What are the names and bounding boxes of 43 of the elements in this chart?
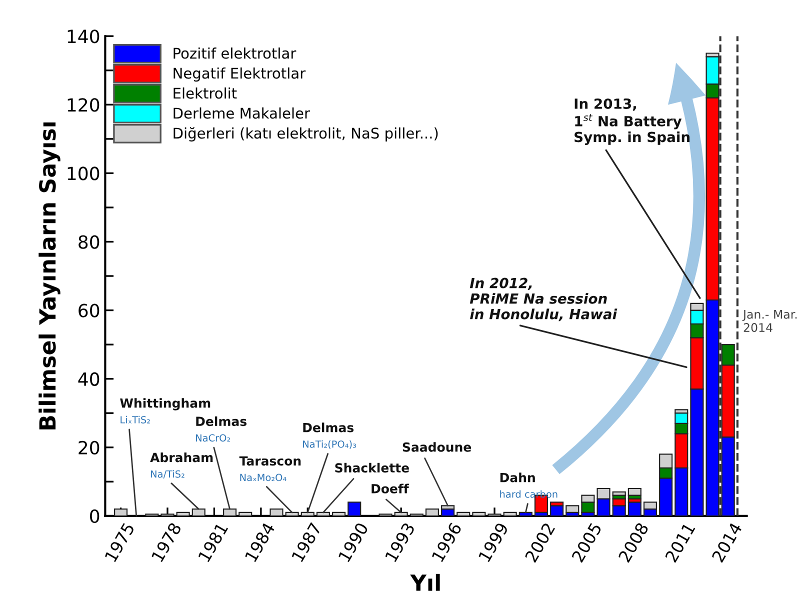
bar	[223, 508, 237, 516]
y-tick-label: 0	[90, 509, 100, 524]
y-axis-title: Bilimsel Yayınların Sayısı	[38, 122, 60, 430]
bar	[612, 491, 626, 496]
annotation: Doeff	[372, 484, 409, 494]
y-tick-label: 100	[68, 166, 100, 180]
y-tick-label: 60	[78, 304, 100, 318]
annotation: Shacklette	[335, 462, 409, 473]
annotation: In 2012, PRiME Na session in Honolulu, Hawai	[470, 278, 618, 322]
annotation: Dahn	[500, 472, 535, 482]
legend-label: Diğerleri (katı elektrolit, NaS piller...)	[174, 127, 438, 142]
annotation: Tarascon	[239, 456, 301, 466]
legend-label: Pozitif elektrotlar	[174, 47, 296, 59]
bar	[425, 508, 440, 516]
annotation: hard carbon	[500, 490, 558, 498]
y-tick-label: 40	[78, 372, 100, 386]
legend-label: Derleme Makaleler	[174, 107, 310, 119]
bar	[628, 488, 642, 496]
y-tick-label: 140	[68, 30, 100, 44]
annotation: Na/TiS₂	[150, 470, 184, 478]
bar	[114, 508, 128, 516]
y-tick-label: 120	[68, 98, 100, 112]
bar	[628, 502, 642, 516]
annotation: LiₓTiS₂	[120, 416, 150, 424]
annotation: NaCrO₂	[196, 434, 230, 442]
y-tick-label: 20	[78, 440, 100, 454]
y-tick-label: 80	[78, 235, 100, 249]
x-axis-title: Yıl	[410, 574, 440, 591]
legend-label: Elektrolit	[174, 87, 237, 99]
annotation: Whittingham	[120, 398, 210, 410]
annotation: Abraham	[150, 452, 213, 462]
bar	[270, 508, 284, 516]
bar	[348, 502, 362, 516]
annotation: Delmas	[303, 422, 354, 432]
ref-line-label: Jan.- Mar. 2014	[742, 310, 797, 332]
bar	[192, 508, 206, 516]
annotation: NaTi₂(PO₄)₃	[303, 440, 356, 449]
annotation: NaₓMo₂O₄	[240, 474, 286, 482]
annotation: Saadoune	[402, 442, 472, 452]
annotation: In 2013, 1$^{st}$ Na Battery Symp. in Spain	[574, 98, 690, 146]
bar	[566, 505, 580, 514]
legend-label: Negatif Elektrotlar	[174, 67, 306, 82]
annotation: Delmas	[196, 416, 247, 426]
